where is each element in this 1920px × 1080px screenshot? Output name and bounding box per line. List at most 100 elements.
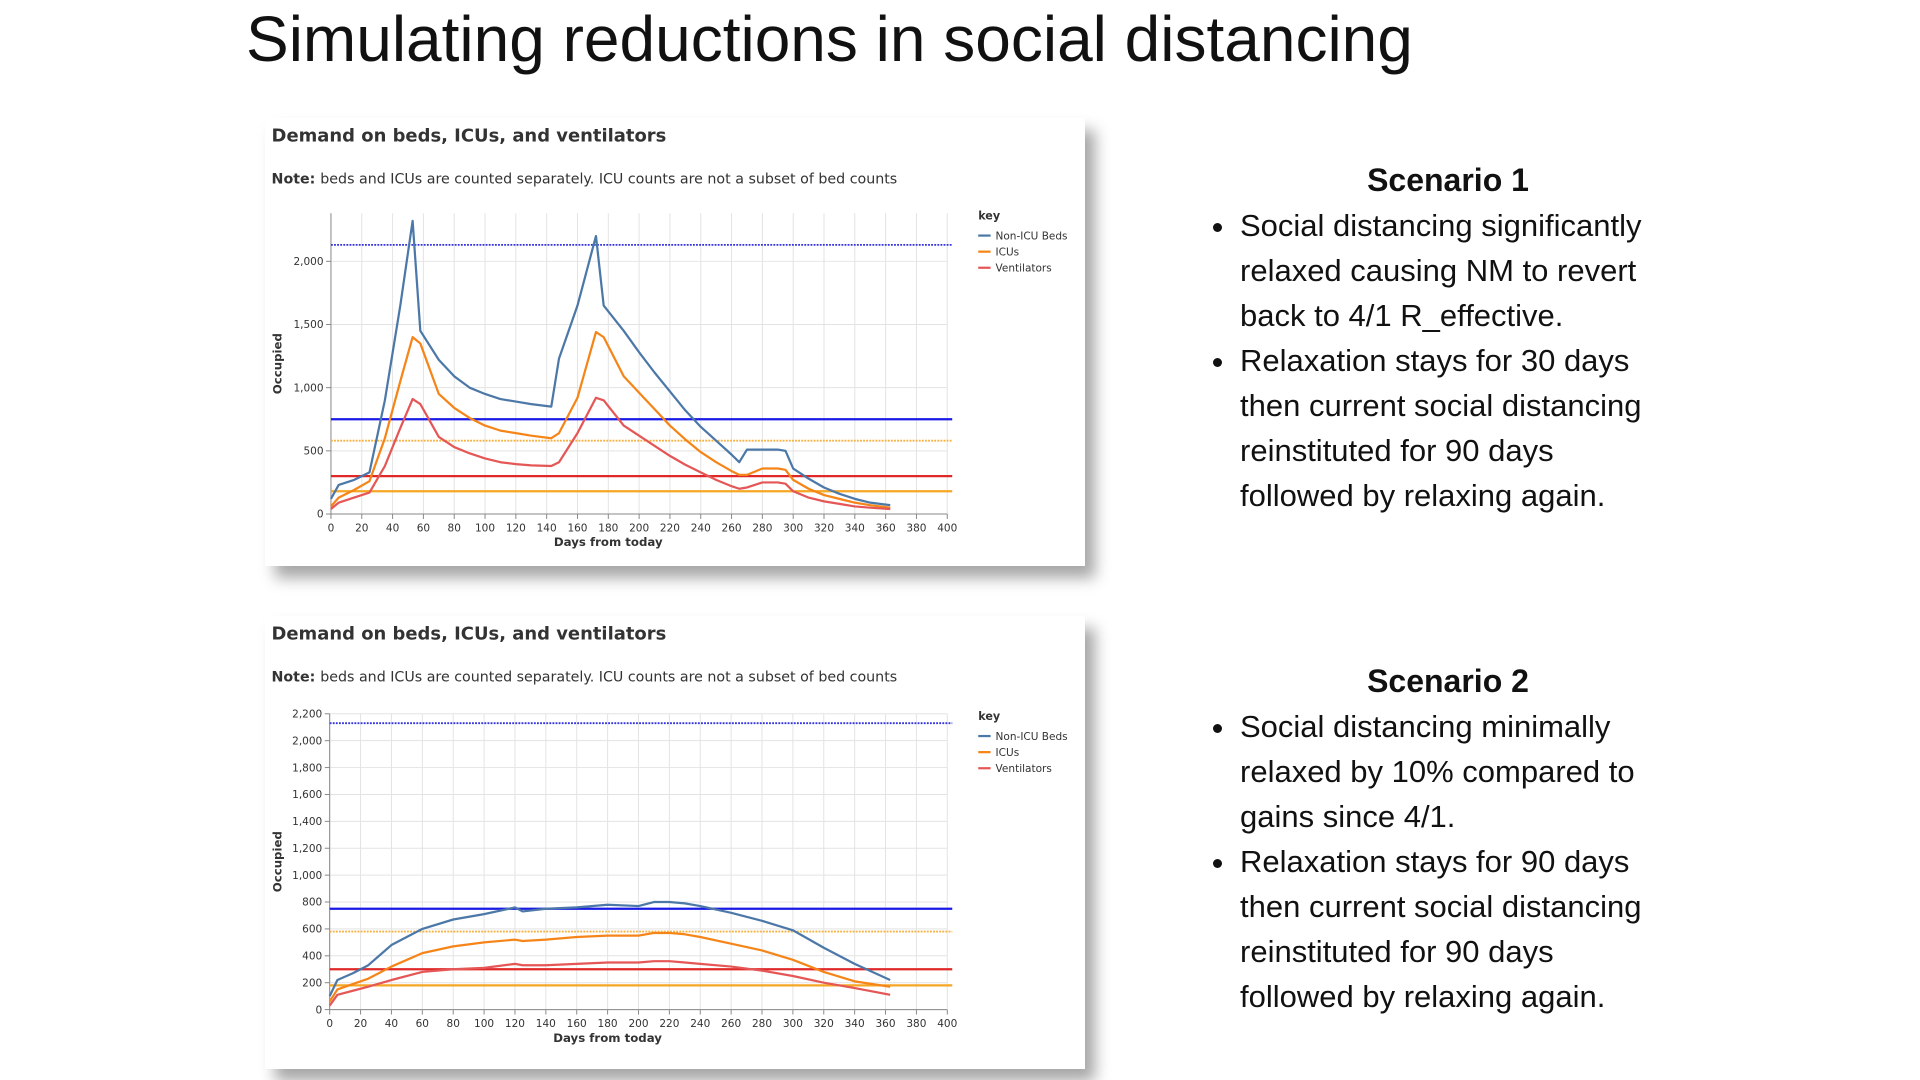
legend-label: ICUs [996,747,1020,759]
chart-title: Demand on beds, ICUs, and ventilators [272,126,667,147]
chart-title: Demand on beds, ICUs, and ventilators [272,624,667,645]
legend-title: key [978,710,1001,723]
y-tick-label: 0 [317,509,324,521]
scenario: Scenario 1 Social distancing significantl… [1188,162,1708,518]
x-tick-label: 260 [721,1018,741,1030]
scenario-heading: Scenario 2 [1367,663,1529,699]
bullet: Social distancing significantly relaxed … [1238,203,1668,338]
legend-label: ICUs [996,246,1020,258]
y-tick-label: 1,200 [292,843,322,855]
x-tick-label: 400 [937,1018,957,1030]
x-tick-label: 160 [567,522,587,534]
y-tick-label: 2,000 [293,256,323,268]
slide-title: Simulating reductions in social distanci… [246,3,1413,75]
x-tick-label: 300 [783,1018,803,1030]
y-tick-label: 0 [316,1004,323,1016]
x-tick-label: 360 [876,522,896,534]
scenario-heading: Scenario 1 [1367,162,1529,198]
note-label: Note: [272,172,316,188]
x-tick-label: 360 [875,1018,895,1030]
x-axis-label: Days from today [554,535,663,549]
y-tick-label: 2,000 [292,735,322,747]
bullet: Social distancing minimally relaxed by 1… [1238,704,1668,839]
x-tick-label: 160 [567,1018,587,1030]
y-tick-label: 400 [302,951,322,963]
x-tick-label: 120 [505,1018,525,1030]
series-line [329,219,891,507]
x-tick-label: 220 [659,1018,679,1030]
legend-label: Non-ICU Beds [996,731,1068,743]
x-tick-label: 240 [690,1018,710,1030]
series-line [330,330,891,509]
x-tick-label: 140 [537,522,557,534]
chart-panel: Demand on beds, ICUs, and ventilators Not… [265,118,1085,566]
x-tick-label: 320 [814,522,834,534]
chart: Demand on beds, ICUs, and ventilators Not… [270,126,1067,550]
y-tick-label: 1,400 [292,816,322,828]
chart-note: Note: beds and ICUs are counted separatel… [272,172,898,188]
scenario: Scenario 2 Social distancing minimally re… [1188,663,1708,1019]
legend-label: Ventilators [996,763,1052,775]
x-tick-label: 0 [326,1018,333,1030]
legend-title: key [978,209,1001,222]
x-tick-label: 60 [416,1018,429,1030]
bullet-list: Social distancing minimally relaxed by 1… [1188,704,1668,1019]
x-tick-label: 280 [752,522,772,534]
note-label: Note: [272,670,316,686]
y-tick-label: 1,000 [292,870,322,882]
x-tick-label: 100 [474,1018,494,1030]
y-tick-label: 1,600 [292,789,322,801]
x-tick-label: 40 [386,522,399,534]
x-tick-label: 120 [506,522,526,534]
x-tick-label: 60 [417,522,430,534]
series-line [328,931,891,1003]
chart: Demand on beds, ICUs, and ventilators Not… [270,624,1068,1045]
x-tick-label: 400 [937,522,957,534]
x-tick-label: 240 [691,522,711,534]
y-tick-label: 1,500 [293,319,323,331]
x-tick-label: 280 [752,1018,772,1030]
x-tick-label: 80 [448,522,461,534]
bullet: Relaxation stays for 90 days then curren… [1238,839,1668,1019]
y-axis-label: Occupied [270,831,284,892]
bullet-list: Social distancing significantly relaxed … [1188,203,1668,518]
note-text: beds and ICUs are counted separately. IC… [320,670,897,686]
x-tick-label: 20 [355,522,368,534]
chart-note: Note: beds and ICUs are counted separatel… [272,670,898,686]
y-tick-label: 2,200 [292,708,322,720]
x-tick-label: 200 [629,522,649,534]
series-line [330,396,891,511]
x-tick-label: 340 [845,1018,865,1030]
y-tick-label: 1,000 [293,382,323,394]
x-tick-label: 200 [628,1018,648,1030]
x-tick-label: 0 [328,522,335,534]
x-tick-label: 140 [536,1018,556,1030]
x-tick-label: 180 [598,1018,618,1030]
bullet: Relaxation stays for 30 days then curren… [1238,338,1668,518]
x-tick-label: 220 [660,522,680,534]
x-tick-label: 300 [783,522,803,534]
y-tick-label: 200 [302,977,322,989]
series-line [328,960,891,1007]
x-tick-label: 380 [906,522,926,534]
y-tick-label: 600 [302,924,322,936]
y-tick-label: 800 [302,897,322,909]
x-tick-label: 40 [385,1018,398,1030]
x-tick-label: 80 [447,1018,460,1030]
series-line [328,900,891,997]
legend-label: Ventilators [996,262,1052,274]
y-tick-label: 1,800 [292,762,322,774]
x-tick-label: 100 [475,522,495,534]
x-tick-label: 320 [814,1018,834,1030]
x-tick-label: 260 [722,522,742,534]
x-axis-label: Days from today [553,1031,662,1045]
x-tick-label: 380 [906,1018,926,1030]
y-axis-label: Occupied [270,333,284,394]
chart-panel: Demand on beds, ICUs, and ventilators Not… [265,616,1085,1069]
x-tick-label: 180 [598,522,618,534]
x-tick-label: 20 [354,1018,367,1030]
note-text: beds and ICUs are counted separately. IC… [320,172,897,188]
x-tick-label: 340 [845,522,865,534]
y-tick-label: 500 [303,446,323,458]
